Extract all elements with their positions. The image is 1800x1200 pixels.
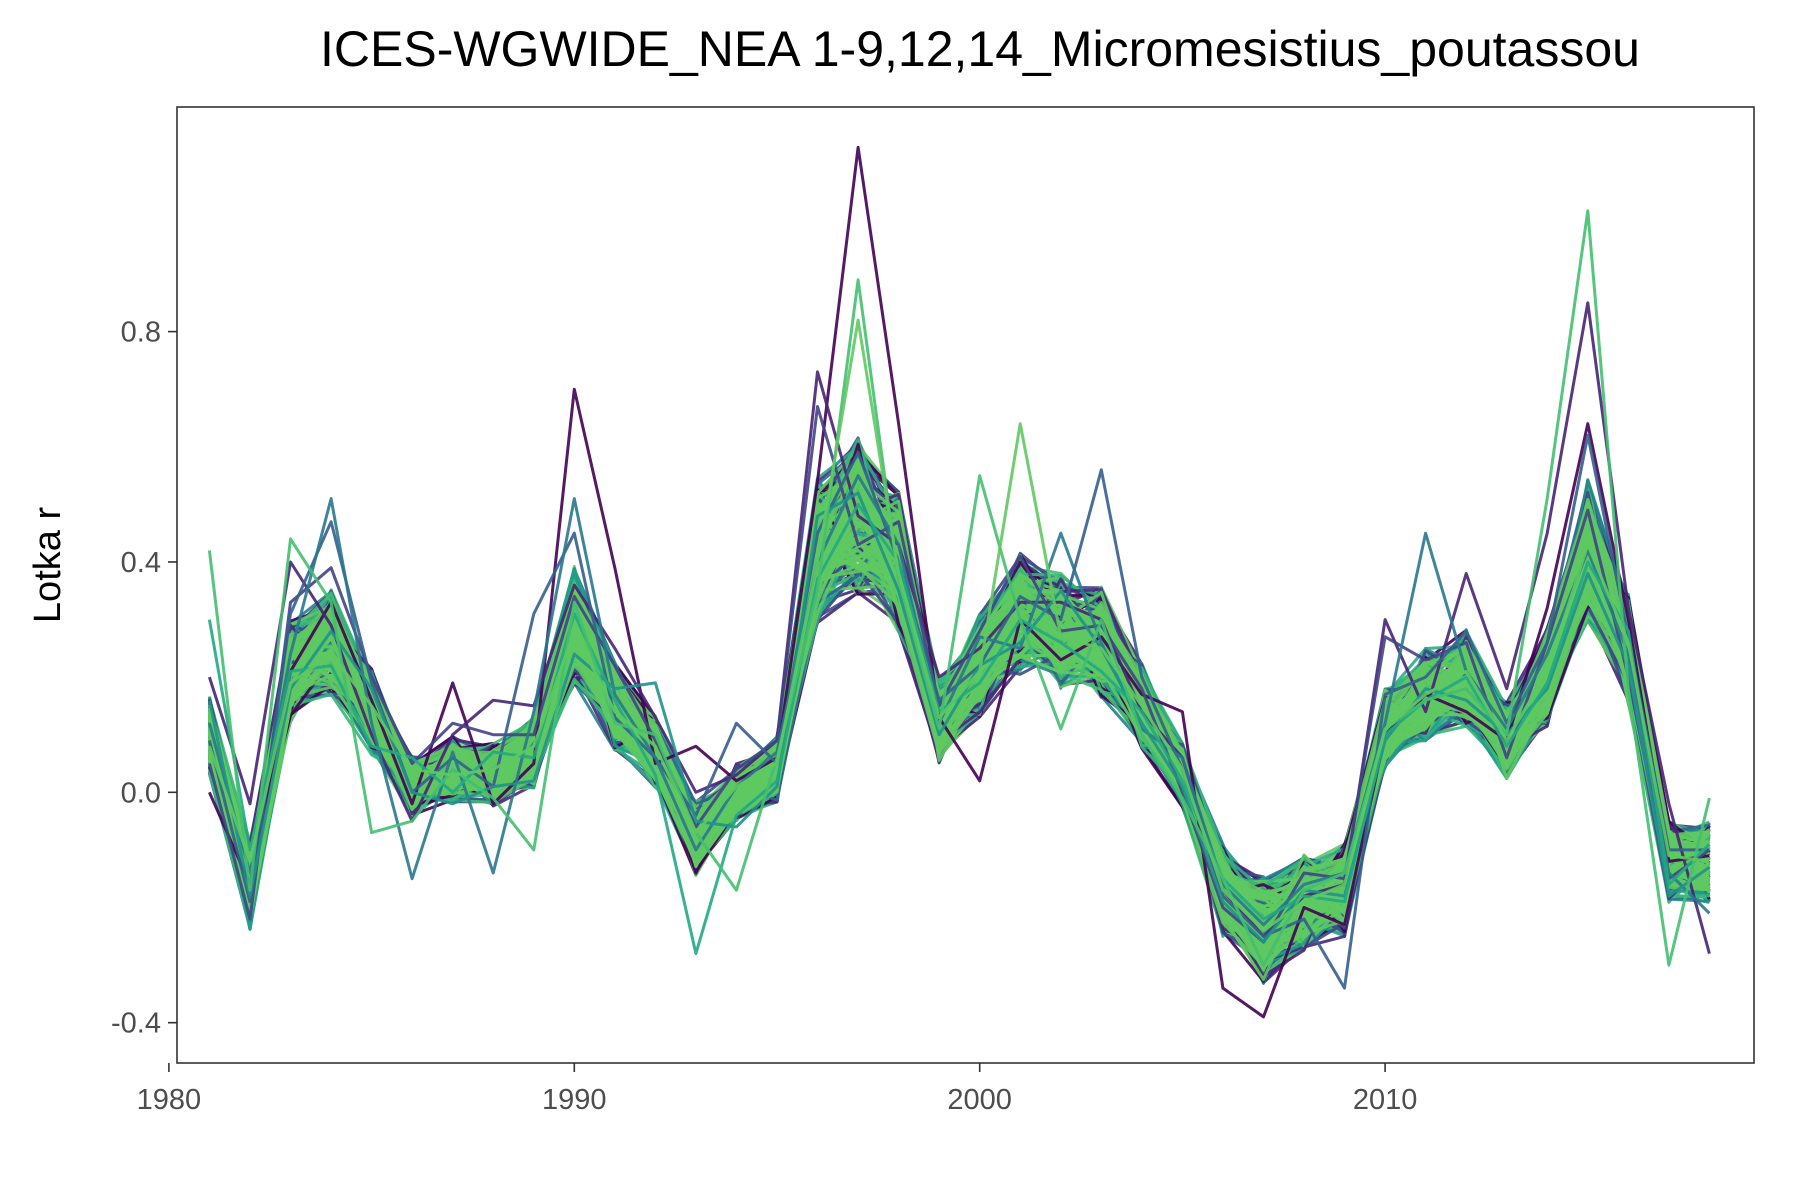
- series-line-7: [207, 209, 1711, 967]
- x-axis: 1980 1990 2000 2010: [137, 1063, 1418, 1116]
- y-tick-label: 0.4: [121, 547, 161, 579]
- y-axis-title: Lotka r: [27, 507, 69, 624]
- y-tick-label: 0.8: [121, 317, 161, 349]
- series-line-4: [207, 474, 1711, 927]
- plot-panel: [176, 106, 1755, 1064]
- series-layer: [207, 145, 1711, 1019]
- series-line-5: [207, 491, 1711, 944]
- x-tick-label: 2000: [947, 1084, 1012, 1116]
- series-line-1: [207, 301, 1711, 954]
- x-tick-label: 1990: [542, 1084, 607, 1116]
- x-tick-label: 1980: [137, 1084, 202, 1116]
- series-line-6: [207, 502, 1711, 956]
- ensemble-line: [207, 501, 1711, 947]
- y-tick-label: -0.4: [111, 1008, 161, 1040]
- x-tick-label: 2010: [1353, 1084, 1418, 1116]
- series-line-8: [207, 318, 1710, 932]
- series-line-0: [208, 145, 1710, 1019]
- chart-title: ICES-WGWIDE_NEA 1-9,12,14_Micromesistius…: [320, 21, 1640, 77]
- y-tick-label: 0.0: [121, 777, 161, 809]
- y-axis: -0.4 0.0 0.4 0.8: [111, 317, 177, 1040]
